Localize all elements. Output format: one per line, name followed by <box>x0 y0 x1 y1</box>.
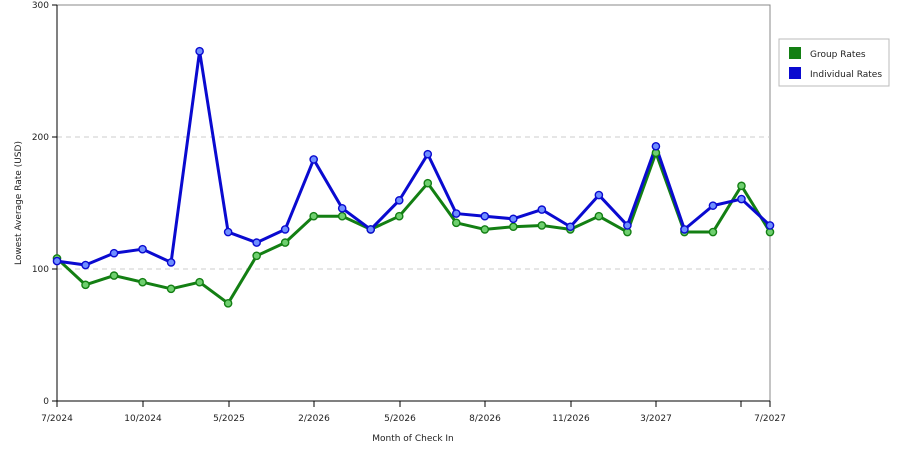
data-point-individual-rates[interactable] <box>651 141 661 151</box>
y-axis-title: Lowest Average Rate (USD) <box>14 141 24 265</box>
data-point-individual-rates[interactable] <box>423 149 433 159</box>
data-point-individual-rates[interactable] <box>765 221 775 230</box>
legend-label-individual-rates: Individual Rates <box>810 70 882 80</box>
x-tick-label: 8/2026 <box>469 414 501 424</box>
legend-swatch-group-rates <box>789 47 801 59</box>
data-point-group-rates[interactable] <box>337 211 347 221</box>
data-point-group-rates[interactable] <box>109 271 119 280</box>
data-point-individual-rates[interactable] <box>195 46 204 56</box>
data-point-group-rates[interactable] <box>594 211 604 221</box>
data-point-individual-rates[interactable] <box>394 196 404 205</box>
data-point-individual-rates[interactable] <box>451 209 461 218</box>
data-point-group-rates[interactable] <box>280 238 290 247</box>
data-point-group-rates[interactable] <box>737 181 746 191</box>
x-tick-label: 2/2026 <box>298 414 330 424</box>
x-tick-label: 11/2026 <box>552 414 590 424</box>
data-point-group-rates[interactable] <box>451 218 461 228</box>
data-point-individual-rates[interactable] <box>566 222 575 232</box>
data-point-group-rates[interactable] <box>394 211 404 221</box>
x-axis-title: Month of Check In <box>372 434 454 444</box>
data-point-individual-rates[interactable] <box>366 225 376 234</box>
data-point-individual-rates[interactable] <box>223 227 233 237</box>
axes: 0 100 200 300 7/2024 10/2024 5/2025 2/2026 5/202… <box>32 1 786 424</box>
data-point-group-rates[interactable] <box>166 284 176 294</box>
data-point-individual-rates[interactable] <box>737 194 746 204</box>
series-layer <box>52 46 775 308</box>
y-tick-label: 100 <box>32 265 49 275</box>
x-tick-label: 10/2024 <box>124 414 162 424</box>
x-tick-label: 5/2025 <box>213 414 245 424</box>
series-line-individual-rates <box>56 49 772 267</box>
legend: Group Rates Individual Rates <box>778 38 890 87</box>
data-point-individual-rates[interactable] <box>52 256 62 266</box>
legend-label-group-rates: Group Rates <box>810 50 866 60</box>
x-tick-label: 7/2024 <box>41 414 73 424</box>
data-point-individual-rates[interactable] <box>337 203 347 213</box>
data-point-group-rates[interactable] <box>309 211 318 221</box>
data-point-group-rates[interactable] <box>138 277 147 287</box>
data-point-group-rates[interactable] <box>252 251 261 261</box>
data-point-individual-rates[interactable] <box>708 201 718 210</box>
data-point-group-rates[interactable] <box>480 225 490 234</box>
legend-swatch-individual-rates <box>789 67 801 79</box>
data-point-individual-rates[interactable] <box>480 211 490 221</box>
x-tick-label: 5/2026 <box>384 414 416 424</box>
x-tick-label: 3/2027 <box>640 414 672 424</box>
y-tick-label: 200 <box>32 133 49 143</box>
data-point-individual-rates[interactable] <box>623 221 632 230</box>
data-point-individual-rates[interactable] <box>252 238 261 247</box>
data-point-individual-rates[interactable] <box>109 248 119 258</box>
data-point-individual-rates[interactable] <box>594 190 604 200</box>
data-point-individual-rates[interactable] <box>309 155 318 164</box>
series-line-group-rates <box>55 151 772 305</box>
data-point-individual-rates[interactable] <box>680 225 689 234</box>
data-point-group-rates[interactable] <box>708 227 718 237</box>
data-point-individual-rates[interactable] <box>537 205 547 214</box>
y-tick-label: 0 <box>43 397 49 407</box>
data-point-group-rates[interactable] <box>81 280 90 290</box>
data-point-individual-rates[interactable] <box>138 244 147 254</box>
data-point-individual-rates[interactable] <box>81 260 90 270</box>
y-tick-label: 300 <box>32 1 49 11</box>
plot-area <box>56 4 771 402</box>
data-point-group-rates[interactable] <box>509 222 518 232</box>
data-point-group-rates[interactable] <box>195 277 204 287</box>
data-point-group-rates[interactable] <box>423 178 433 188</box>
data-point-group-rates[interactable] <box>223 299 233 308</box>
data-point-individual-rates[interactable] <box>280 225 290 234</box>
data-point-individual-rates[interactable] <box>509 214 518 224</box>
grid-lines <box>57 136 770 270</box>
x-tick-label: 7/2027 <box>754 414 786 424</box>
data-point-group-rates[interactable] <box>537 221 547 230</box>
data-point-individual-rates[interactable] <box>166 258 176 267</box>
